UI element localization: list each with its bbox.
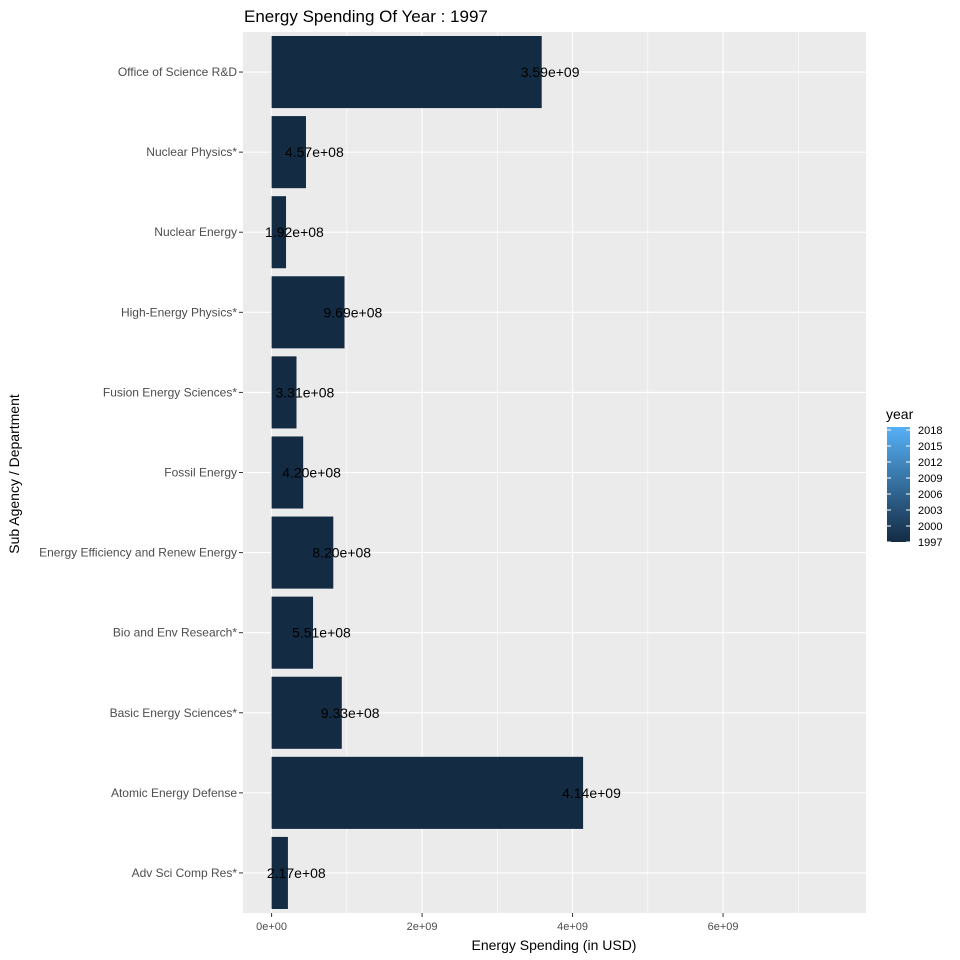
y-axis-title: Sub Agency / Department xyxy=(6,394,22,554)
legend-label: 2009 xyxy=(918,473,942,485)
bar-value-label: 4.20e+08 xyxy=(282,465,341,481)
legend-label: 2015 xyxy=(918,441,942,453)
bar xyxy=(271,836,288,909)
legend-label: 2003 xyxy=(918,505,942,517)
legend-label: 2006 xyxy=(918,489,942,501)
bar-value-label: 8.20e+08 xyxy=(312,545,371,561)
chart-title: Energy Spending Of Year : 1997 xyxy=(244,7,488,26)
bar-value-label: 9.33e+08 xyxy=(321,705,380,721)
bar xyxy=(271,36,542,109)
category-label: Fusion Energy Sciences* xyxy=(103,385,237,399)
bar-value-label: 1.92e+08 xyxy=(265,224,324,240)
bar xyxy=(271,276,345,349)
x-axis: 0e+00 2e+09 4e+09 6e+09 xyxy=(256,913,738,933)
category-label: Fossil Energy xyxy=(164,466,237,480)
bar-value-labels: 3.59e+09 4.57e+08 1.92e+08 9.69e+08 3.31e+08… xyxy=(265,64,621,881)
x-tick-label: 6e+09 xyxy=(708,921,739,933)
bar xyxy=(271,516,334,589)
bar-value-label: 4.14e+09 xyxy=(562,785,621,801)
x-tick-label: 4e+09 xyxy=(557,921,588,933)
legend-title: year xyxy=(886,406,914,422)
bar xyxy=(271,436,304,509)
bar xyxy=(271,196,287,269)
category-label: Basic Energy Sciences* xyxy=(110,706,238,720)
x-axis-title: Energy Spending (in USD) xyxy=(472,937,637,953)
bar xyxy=(271,356,297,429)
legend-ticks: 2018 2015 2012 2009 2006 2003 2000 1997 xyxy=(887,425,942,549)
bar-value-label: 9.69e+08 xyxy=(324,304,383,320)
legend-label: 1997 xyxy=(918,537,942,549)
category-label: Nuclear Physics* xyxy=(146,145,237,159)
category-label: High-Energy Physics* xyxy=(121,305,237,319)
category-label: Adv Sci Comp Res* xyxy=(132,866,238,880)
bar xyxy=(271,676,342,749)
color-legend: year 2018 2015 2012 2009 2006 2003 2000 1997 xyxy=(886,406,942,549)
bars xyxy=(271,36,584,909)
category-label: Bio and Env Research* xyxy=(113,626,237,640)
category-label: Atomic Energy Defense xyxy=(111,786,237,800)
bar-value-label: 4.57e+08 xyxy=(285,144,344,160)
bar-value-label: 2.17e+08 xyxy=(267,865,326,881)
x-tick-label: 0e+00 xyxy=(256,921,287,933)
legend-label: 2018 xyxy=(918,425,942,437)
bar-value-label: 3.31e+08 xyxy=(275,384,334,400)
bar xyxy=(271,756,584,829)
x-tick-label: 2e+09 xyxy=(407,921,438,933)
category-label: Energy Efficiency and Renew Energy xyxy=(39,546,237,560)
y-axis: Office of Science R&D Nuclear Physics* Nuc… xyxy=(39,65,243,880)
bar xyxy=(271,596,314,669)
category-label: Office of Science R&D xyxy=(118,65,237,79)
legend-colorbar xyxy=(887,427,910,542)
legend-label: 2012 xyxy=(918,457,942,469)
legend-label: 2000 xyxy=(918,521,942,533)
bar-value-label: 5.51e+08 xyxy=(292,625,351,641)
bar xyxy=(271,116,306,189)
bar-value-label: 3.59e+09 xyxy=(521,64,580,80)
category-label: Nuclear Energy xyxy=(154,225,237,239)
